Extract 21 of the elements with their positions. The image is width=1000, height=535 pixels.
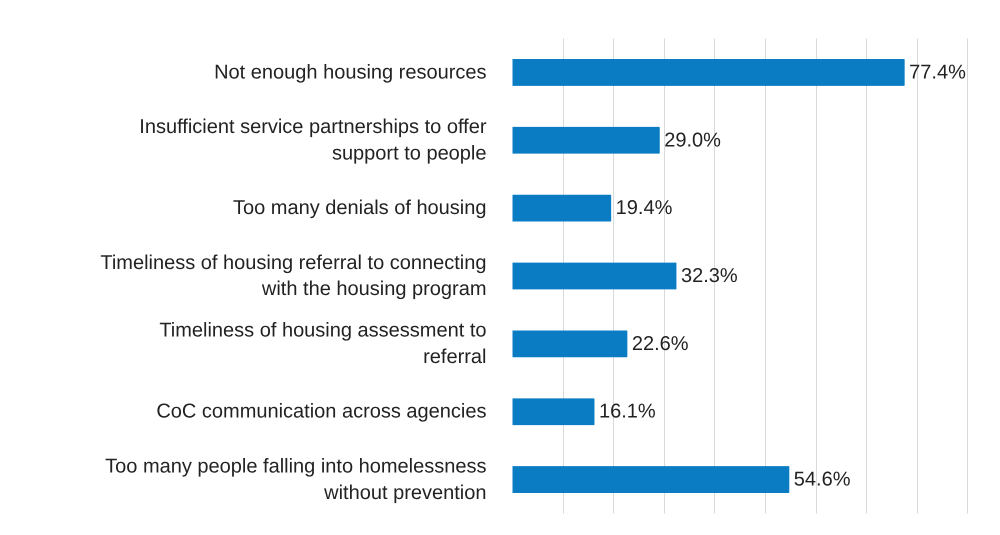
bar <box>512 194 612 222</box>
bar <box>512 126 660 154</box>
data-label: 22.6% <box>632 332 689 355</box>
y-tick-label: Too many people falling into homelessness without prevention <box>105 455 487 504</box>
data-label: 16.1% <box>598 400 656 423</box>
bar <box>512 262 676 290</box>
y-tick-label: Not enough housing resources <box>214 61 487 84</box>
y-tick-label: CoC communication across agencies <box>156 400 487 423</box>
data-label: 77.4% <box>909 61 966 84</box>
bar <box>512 398 594 426</box>
data-label: 32.3% <box>680 265 738 287</box>
bar <box>512 59 905 86</box>
bar <box>512 466 790 493</box>
y-tick-label: Timeliness of housing assessment to referral <box>159 320 487 368</box>
data-label: 19.4% <box>616 197 673 220</box>
y-tick-label: Too many denials of housing <box>233 197 487 220</box>
y-tick-label: Timeliness of housing referral to connecting with the housing program <box>100 252 487 300</box>
data-label: 54.6% <box>794 468 851 491</box>
y-tick-label: Insufficient service partnerships to offer support to people <box>139 116 487 164</box>
bar <box>512 330 628 358</box>
data-label: 29.0% <box>664 129 722 152</box>
